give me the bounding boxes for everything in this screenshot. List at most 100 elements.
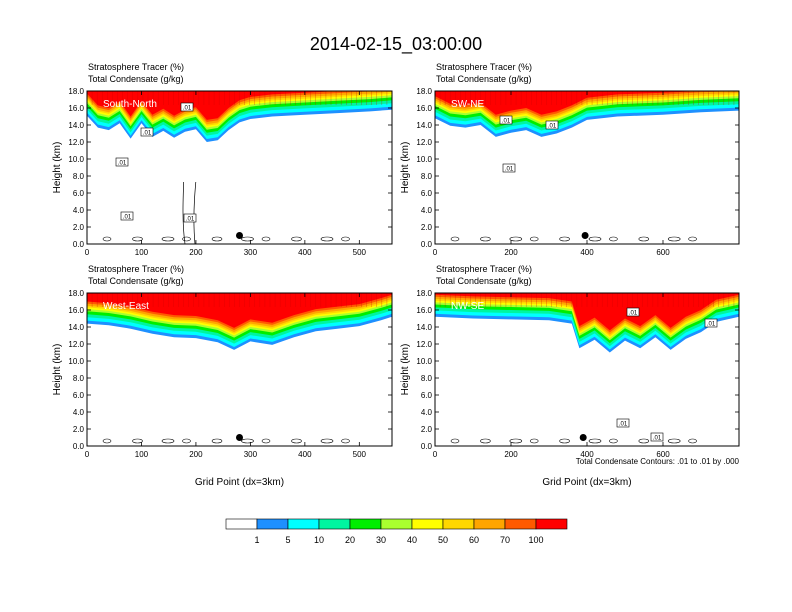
y-tick-label: 4.0: [73, 206, 85, 215]
contour-label-text: .01: [502, 119, 511, 125]
panel-nw-se: .01 .01 .01 .01 NW-SE Stratosphere Tracer (%)…: [400, 264, 740, 488]
location-marker: [581, 232, 589, 239]
surface-contour: [450, 438, 460, 444]
plot-frame: [86, 292, 393, 447]
colorbar-swatch: [442, 518, 475, 530]
y-tick-label: 18.0: [416, 289, 432, 298]
contour-label-text: .01: [118, 161, 127, 167]
x-tick-label: 500: [353, 248, 367, 257]
surface-contour: [161, 236, 175, 242]
figure-title: 2014-02-15_03:00:00: [310, 34, 482, 55]
surface-contour: [638, 438, 650, 444]
surface-contour: [102, 438, 112, 444]
surface-contour: [241, 236, 254, 242]
colorbar-label: 30: [376, 535, 386, 545]
x-tick-label: 100: [135, 248, 149, 257]
colorbar-label: 100: [528, 535, 543, 545]
location-marker: [236, 232, 243, 239]
location-marker: [236, 434, 243, 441]
surface-contour: [102, 236, 112, 242]
x-axis-label: Grid Point (dx=3km): [195, 477, 284, 488]
y-tick-label: 12.0: [416, 138, 432, 147]
surface-contour: [667, 236, 681, 242]
contour-label: .01: [180, 102, 194, 112]
colorbar-swatch: [318, 518, 351, 530]
surface-contour: [688, 236, 697, 242]
contour-label-text: .01: [183, 106, 192, 112]
colorbar-swatch: [349, 518, 382, 530]
surface-contour: [638, 236, 650, 242]
contour-label: .01: [499, 115, 513, 125]
colorbar-swatch: [535, 518, 568, 530]
panel-label: SW-NE: [451, 99, 484, 110]
y-tick-label: 14.0: [68, 323, 84, 332]
contour-label-text: .01: [505, 167, 514, 173]
surface-contour: [320, 438, 334, 444]
y-tick-label: 16.0: [416, 104, 432, 113]
y-tick-label: 2.0: [421, 425, 433, 434]
colorbar-label: 5: [285, 535, 290, 545]
surface-contour: [261, 438, 271, 444]
y-tick-label: 8.0: [73, 374, 85, 383]
y-tick-label: 8.0: [73, 172, 85, 181]
surface-contour: [341, 438, 350, 444]
surface-contour: [241, 438, 254, 444]
panel-header-line: Stratosphere Tracer (%): [88, 264, 184, 274]
surface-contour: [588, 438, 602, 444]
colorbar-swatch: [473, 518, 506, 530]
surface-contour: [480, 236, 491, 242]
contour-label-box: [626, 307, 640, 317]
panels-group: .01 .01 .01 .01 .01 South-North Stratosphere T…: [52, 62, 740, 488]
contour-label-text: .01: [653, 436, 662, 442]
x-tick-label: 0: [85, 248, 90, 257]
surface-contour: [688, 438, 697, 444]
contour-label-box: [545, 120, 559, 130]
x-tick-label: 600: [656, 450, 670, 459]
colorbar-swatch: [504, 518, 537, 530]
surface-contour: [182, 438, 191, 444]
y-tick-label: 0.0: [73, 442, 85, 451]
panel-header-line: Stratosphere Tracer (%): [436, 62, 532, 72]
condensate-contours: [182, 182, 197, 245]
location-marker: [579, 434, 587, 441]
colorbar-label: 1: [254, 535, 259, 545]
y-tick-label: 12.0: [416, 340, 432, 349]
y-tick-label: 18.0: [68, 289, 84, 298]
contour-label-text: .01: [186, 217, 195, 223]
contour-label: .01: [545, 120, 559, 130]
x-tick-label: 400: [298, 248, 312, 257]
y-tick-label: 10.0: [416, 155, 432, 164]
y-tick-label: 2.0: [421, 223, 433, 232]
panel-header-line: Stratosphere Tracer (%): [88, 62, 184, 72]
panel-south-north: .01 .01 .01 .01 .01 South-North Stratosphere T…: [52, 62, 393, 257]
x-tick-label: 0: [85, 450, 90, 459]
surface-contour: [509, 236, 523, 242]
contour-label-box: [650, 432, 664, 442]
panel-header-line: Total Condensate (g/kg): [88, 276, 184, 286]
contour-label: .01: [626, 307, 640, 317]
x-tick-label: 600: [656, 248, 670, 257]
contour-label-box: [704, 318, 718, 328]
y-tick-label: 6.0: [421, 391, 433, 400]
y-tick-label: 10.0: [68, 155, 84, 164]
x-tick-label: 500: [353, 450, 367, 459]
y-tick-label: 10.0: [416, 357, 432, 366]
x-tick-label: 200: [189, 248, 203, 257]
contour-label-box: [183, 213, 197, 223]
contour-footnote: Total Condensate Contours: .01 to .01 by…: [576, 457, 740, 466]
surface-contour: [261, 236, 271, 242]
colorbar-label: 40: [407, 535, 417, 545]
contour-label: .01: [140, 127, 154, 137]
contour-label-text: .01: [629, 311, 638, 317]
surface-contour: [529, 236, 539, 242]
y-axis-label: Height (km): [400, 142, 411, 194]
tracer-field: [87, 293, 392, 350]
contour-label-text: .01: [548, 124, 557, 130]
y-tick-label: 6.0: [73, 391, 85, 400]
panel-label: South-North: [103, 99, 157, 110]
contour-label-box: [502, 163, 516, 173]
y-tick-label: 14.0: [68, 121, 84, 130]
contour-label-box: [499, 115, 513, 125]
x-tick-label: 300: [244, 450, 258, 459]
